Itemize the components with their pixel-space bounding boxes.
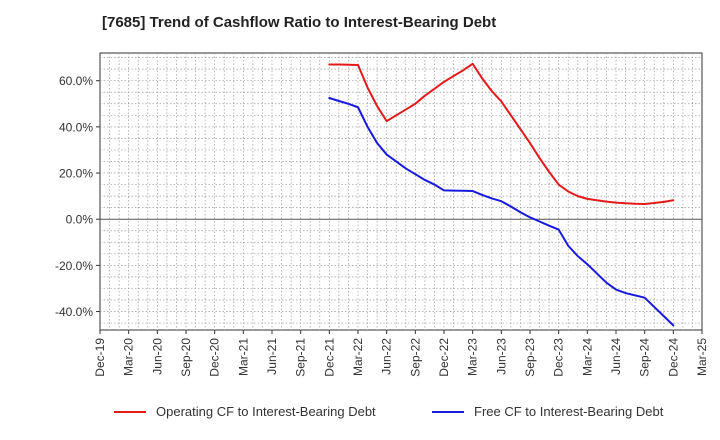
x-tick-label: Mar-25 (695, 338, 709, 376)
x-tick-label: Mar-22 (351, 338, 365, 376)
plot-area: 60.0% 40.0% 20.0% 0.0% -20.0% -40.0% Dec-19 Ma… (55, 52, 709, 377)
x-tick-label: Sep-22 (408, 338, 422, 377)
y-tick-label: 60.0% (59, 74, 93, 88)
series-line-operating-cf (328, 62, 675, 205)
x-gridlines (109, 53, 693, 330)
legend: Operating CF to Interest-Bearing Debt Fr… (0, 404, 720, 426)
y-tick-label: -20.0% (55, 259, 93, 273)
y-tick-label: 0.0% (66, 213, 94, 227)
series-line-free-cf (328, 97, 675, 327)
x-tick-label: Sep-24 (638, 338, 652, 377)
x-tick-label: Dec-24 (666, 338, 680, 377)
x-tick-label: Dec-23 (552, 338, 566, 377)
legend-label-free-cf: Free CF to Interest-Bearing Debt (474, 404, 664, 419)
legend-swatch-operating-cf (114, 410, 146, 413)
x-tick-label: Dec-20 (208, 338, 222, 377)
chart-title: [7685] Trend of Cashflow Ratio to Intere… (102, 14, 497, 31)
legend-swatch-free-cf (432, 410, 464, 413)
x-tick-label: Mar-24 (580, 338, 594, 376)
legend-item-free-cf: Free CF to Interest-Bearing Debt (432, 404, 663, 419)
x-tick-label: Dec-22 (437, 338, 451, 377)
y-tick-label: 40.0% (59, 120, 93, 134)
x-tick-label: Mar-21 (236, 338, 250, 376)
legend-label-operating-cf: Operating CF to Interest-Bearing Debt (156, 404, 376, 419)
plot-frame (99, 52, 703, 331)
x-tick-label: Jun-22 (380, 338, 394, 375)
x-tick-label: Sep-23 (523, 338, 537, 377)
x-tick-label: Mar-20 (122, 338, 136, 376)
x-tick-label: Mar-23 (466, 338, 480, 376)
x-tick-label: Dec-21 (322, 338, 336, 377)
x-tick-label: Dec-19 (93, 338, 107, 377)
y-axis: 60.0% 40.0% 20.0% 0.0% -20.0% -40.0% (55, 74, 100, 319)
legend-item-operating-cf: Operating CF to Interest-Bearing Debt (114, 404, 376, 419)
x-tick-label: Sep-21 (294, 338, 308, 377)
x-axis: Dec-19 Mar-20 Jun-20 Sep-20 Dec-20 Mar-21 Jun-… (93, 330, 709, 377)
x-tick-label: Jun-21 (265, 338, 279, 375)
y-gridlines (100, 57, 702, 324)
y-tick-label: 20.0% (59, 167, 93, 181)
x-tick-label: Jun-24 (609, 338, 623, 375)
x-tick-label: Jun-23 (494, 338, 508, 375)
x-tick-label: Jun-20 (150, 338, 164, 375)
y-tick-label: -40.0% (55, 305, 93, 319)
x-tick-label: Sep-20 (179, 338, 193, 377)
series-layer (328, 62, 675, 327)
